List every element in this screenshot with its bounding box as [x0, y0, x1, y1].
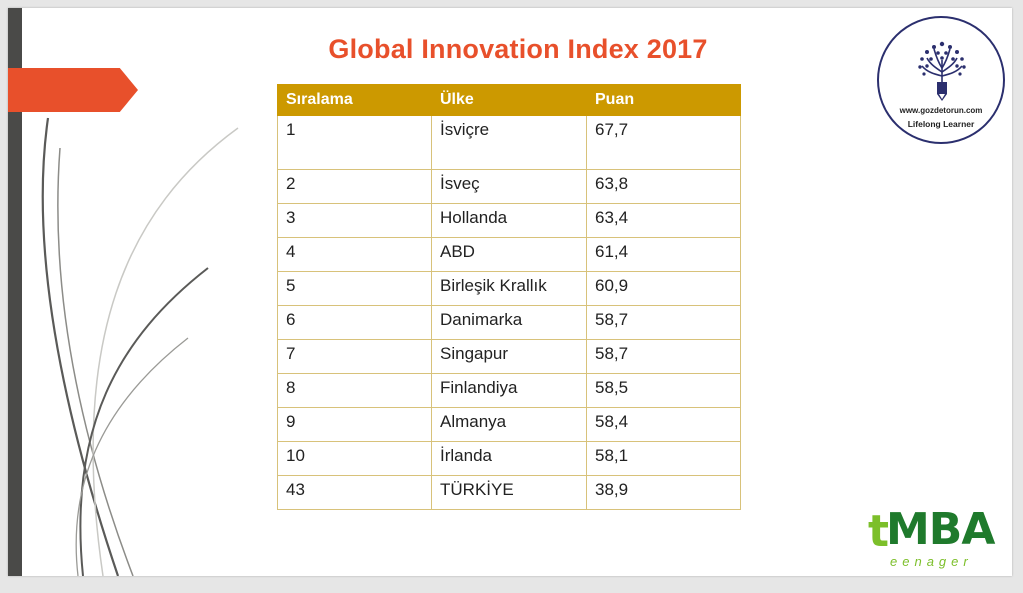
ranking-table: Sıralama Ülke Puan 1 İsviçre 67,7 2 İsve… — [277, 84, 741, 510]
score-cell: 58,4 — [586, 407, 741, 442]
table-row: 3 Hollanda 63,4 — [277, 203, 741, 238]
table-row: 10 İrlanda 58,1 — [277, 441, 741, 476]
score-cell: 58,7 — [586, 305, 741, 340]
rank-cell: 2 — [277, 169, 432, 204]
score-cell: 60,9 — [586, 271, 741, 306]
table-header-row: Sıralama Ülke Puan — [277, 84, 741, 116]
table-row: 7 Singapur 58,7 — [277, 339, 741, 374]
tmba-subtitle: eenager — [890, 554, 973, 569]
table-row: 9 Almanya 58,4 — [277, 407, 741, 442]
slide: Global Innovation Index 2017 Sıralama Ül… — [8, 8, 1012, 576]
logo-tagline: Lifelong Learner — [907, 119, 975, 129]
tmba-letter: t — [868, 506, 890, 557]
orange-arrow-shape — [8, 68, 138, 112]
table-row: 8 Finlandiya 58,5 — [277, 373, 741, 408]
rank-cell: 9 — [277, 407, 432, 442]
decorative-curves — [41, 117, 239, 576]
score-cell: 58,1 — [586, 441, 741, 476]
table-row: 1 İsviçre 67,7 — [277, 115, 741, 170]
country-cell: TÜRKİYE — [431, 475, 587, 510]
table-row: 4 ABD 61,4 — [277, 237, 741, 272]
table-row: 5 Birleşik Krallık 60,9 — [277, 271, 741, 306]
logo-url: www.gozdetorun.com — [899, 106, 983, 115]
country-cell: Birleşik Krallık — [431, 271, 587, 306]
rank-cell: 3 — [277, 203, 432, 238]
left-accent-bar — [8, 8, 22, 576]
country-cell: Hollanda — [431, 203, 587, 238]
slide-title: Global Innovation Index 2017 — [328, 34, 708, 64]
score-cell: 61,4 — [586, 237, 741, 272]
country-cell: İsveç — [431, 169, 587, 204]
country-cell: ABD — [431, 237, 587, 272]
rank-cell: 5 — [277, 271, 432, 306]
rank-cell: 6 — [277, 305, 432, 340]
rank-cell: 8 — [277, 373, 432, 408]
country-cell: Almanya — [431, 407, 587, 442]
gozdetorun-logo: www.gozdetorun.com Lifelong Learner — [877, 16, 1005, 144]
score-cell: 63,4 — [586, 203, 741, 238]
score-cell: 67,7 — [586, 115, 741, 170]
tmba-name: MBA — [886, 504, 995, 555]
country-cell: Singapur — [431, 339, 587, 374]
rank-cell: 43 — [277, 475, 432, 510]
table-row: 2 İsveç 63,8 — [277, 169, 741, 204]
tmba-logo: t MBA eenager — [868, 504, 1008, 574]
country-cell: İsviçre — [431, 115, 587, 170]
country-cell: Danimarka — [431, 305, 587, 340]
header-country: Ülke — [431, 84, 587, 116]
country-cell: Finlandiya — [431, 373, 587, 408]
score-cell: 58,7 — [586, 339, 741, 374]
rank-cell: 10 — [277, 441, 432, 476]
table-row: 6 Danimarka 58,7 — [277, 305, 741, 340]
score-cell: 38,9 — [586, 475, 741, 510]
country-cell: İrlanda — [431, 441, 587, 476]
score-cell: 58,5 — [586, 373, 741, 408]
rank-cell: 4 — [277, 237, 432, 272]
rank-cell: 7 — [277, 339, 432, 374]
header-score: Puan — [586, 84, 741, 116]
header-rank: Sıralama — [277, 84, 432, 116]
rank-cell: 1 — [277, 115, 432, 170]
score-cell: 63,8 — [586, 169, 741, 204]
tree-pencil-icon — [918, 41, 966, 101]
table-row: 43 TÜRKİYE 38,9 — [277, 475, 741, 510]
